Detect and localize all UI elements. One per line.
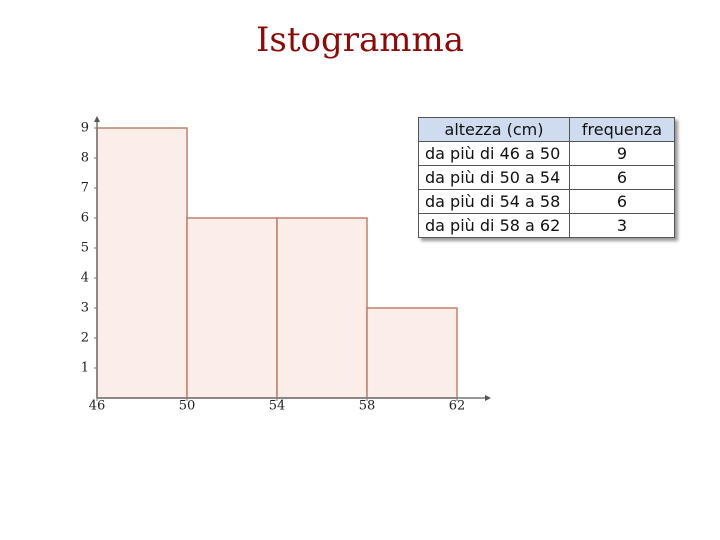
y-tick-label: 8 bbox=[81, 151, 89, 166]
y-axis-arrow bbox=[94, 116, 100, 122]
y-tick-label: 3 bbox=[81, 301, 89, 316]
table-row: da più di 54 a 58 6 bbox=[418, 189, 675, 214]
table-cell: da più di 50 a 54 bbox=[418, 165, 570, 190]
y-tick-label: 9 bbox=[81, 121, 89, 136]
x-tick-label: 46 bbox=[89, 399, 106, 414]
y-tick-label: 7 bbox=[81, 181, 89, 196]
bar bbox=[96, 127, 188, 399]
table-cell: 6 bbox=[569, 189, 675, 214]
table-cell: 3 bbox=[569, 213, 675, 238]
table-cell: 9 bbox=[569, 141, 675, 166]
table-header-cell: frequenza bbox=[569, 117, 675, 142]
table-row: da più di 50 a 54 6 bbox=[418, 165, 675, 190]
table-cell: 6 bbox=[569, 165, 675, 190]
table-cell: da più di 54 a 58 bbox=[418, 189, 570, 214]
bar bbox=[186, 217, 278, 399]
y-tick-label: 5 bbox=[81, 241, 89, 256]
x-tick-label: 62 bbox=[449, 399, 466, 414]
y-tick-label: 6 bbox=[81, 211, 89, 226]
x-axis-arrow bbox=[485, 395, 491, 401]
table-header-cell: altezza (cm) bbox=[418, 117, 570, 142]
chart-title: Istogramma bbox=[255, 20, 465, 60]
y-tick-label: 4 bbox=[81, 271, 89, 286]
table-row: da più di 58 a 62 3 bbox=[418, 213, 675, 238]
bar bbox=[276, 217, 368, 399]
table-cell: da più di 46 a 50 bbox=[418, 141, 570, 166]
x-tick-label: 50 bbox=[179, 399, 196, 414]
bar bbox=[366, 307, 458, 399]
y-tick-label: 1 bbox=[81, 361, 89, 376]
table-row: da più di 46 a 50 9 bbox=[418, 141, 675, 166]
data-table: altezza (cm) frequenza da più di 46 a 50 9 d… bbox=[418, 117, 675, 238]
table-cell: da più di 58 a 62 bbox=[418, 213, 570, 238]
x-tick-label: 58 bbox=[359, 399, 376, 414]
x-tick-label: 54 bbox=[269, 399, 286, 414]
table-header-row: altezza (cm) frequenza bbox=[418, 117, 675, 142]
y-tick-label: 2 bbox=[81, 331, 89, 346]
